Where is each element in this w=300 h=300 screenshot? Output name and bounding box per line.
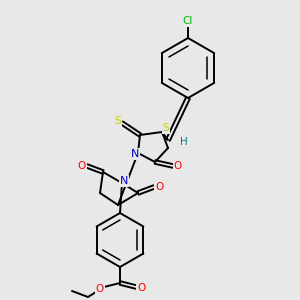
- Text: S: S: [114, 116, 122, 126]
- Text: O: O: [137, 283, 145, 293]
- Text: S: S: [163, 123, 169, 133]
- Text: O: O: [174, 161, 182, 171]
- Text: N: N: [120, 176, 128, 186]
- Text: O: O: [155, 182, 163, 192]
- Text: Cl: Cl: [183, 16, 193, 26]
- Text: O: O: [78, 161, 86, 171]
- Text: H: H: [180, 137, 188, 147]
- Text: O: O: [96, 284, 104, 294]
- Text: N: N: [131, 149, 139, 159]
